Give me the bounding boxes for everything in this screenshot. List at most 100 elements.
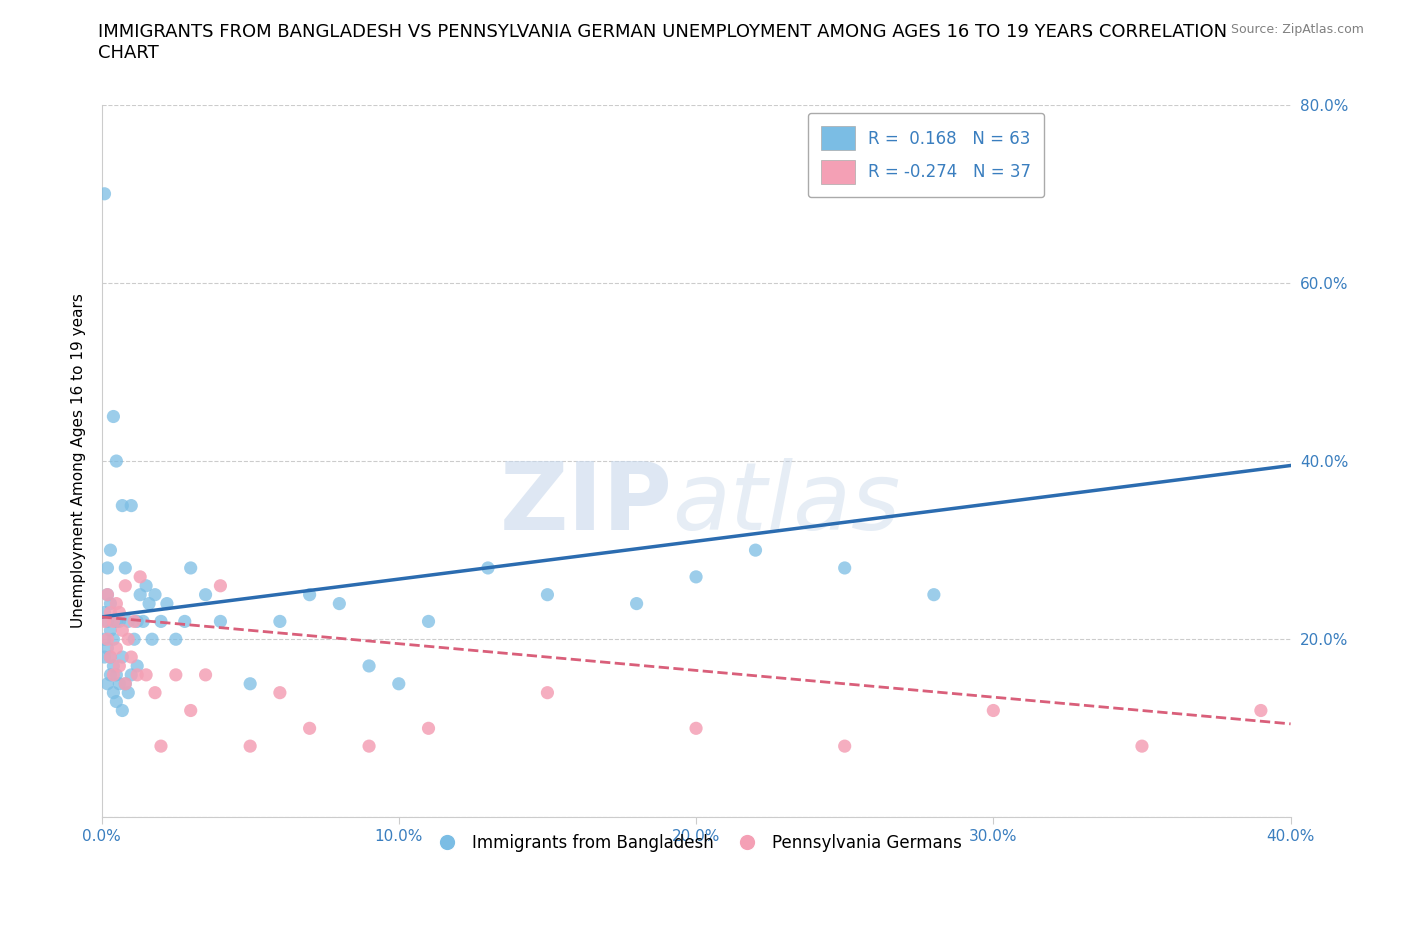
- Point: [105, 596, 128, 611]
- Point: [108, 614, 131, 629]
- Point: [138, 596, 160, 611]
- Point: [834, 738, 856, 753]
- Point: [135, 578, 157, 593]
- Point: [105, 668, 128, 683]
- Point: [114, 676, 136, 691]
- Point: [103, 658, 125, 673]
- Point: [834, 561, 856, 576]
- Point: [111, 650, 134, 665]
- Point: [100, 543, 122, 558]
- Point: [100, 623, 122, 638]
- Point: [173, 614, 195, 629]
- Point: [1130, 738, 1153, 753]
- Point: [111, 498, 134, 513]
- Point: [127, 668, 149, 683]
- Point: [143, 587, 166, 602]
- Point: [298, 721, 321, 736]
- Text: IMMIGRANTS FROM BANGLADESH VS PENNSYLVANIA GERMAN UNEMPLOYMENT AMONG AGES 16 TO : IMMIGRANTS FROM BANGLADESH VS PENNSYLVAN…: [98, 23, 1227, 62]
- Point: [127, 658, 149, 673]
- Point: [122, 614, 145, 629]
- Legend: Immigrants from Bangladesh, Pennsylvania Germans: Immigrants from Bangladesh, Pennsylvania…: [423, 828, 969, 859]
- Point: [100, 650, 122, 665]
- Point: [105, 454, 128, 469]
- Point: [194, 668, 217, 683]
- Point: [357, 738, 380, 753]
- Point: [103, 409, 125, 424]
- Point: [1250, 703, 1272, 718]
- Point: [209, 614, 232, 629]
- Point: [626, 596, 648, 611]
- Point: [418, 721, 440, 736]
- Point: [96, 641, 118, 656]
- Point: [120, 498, 142, 513]
- Point: [96, 561, 118, 576]
- Point: [143, 685, 166, 700]
- Point: [744, 543, 766, 558]
- Point: [103, 685, 125, 700]
- Point: [239, 676, 262, 691]
- Point: [127, 614, 149, 629]
- Point: [96, 676, 118, 691]
- Point: [298, 587, 321, 602]
- Point: [477, 561, 499, 576]
- Point: [96, 631, 118, 646]
- Point: [96, 614, 118, 629]
- Point: [269, 614, 291, 629]
- Point: [103, 668, 125, 683]
- Point: [93, 614, 115, 629]
- Point: [418, 614, 440, 629]
- Point: [922, 587, 945, 602]
- Point: [388, 676, 411, 691]
- Point: [120, 668, 142, 683]
- Point: [111, 623, 134, 638]
- Point: [141, 631, 163, 646]
- Text: ZIP: ZIP: [499, 458, 672, 550]
- Point: [269, 685, 291, 700]
- Point: [180, 561, 202, 576]
- Point: [135, 668, 157, 683]
- Point: [108, 658, 131, 673]
- Point: [93, 631, 115, 646]
- Point: [93, 605, 115, 620]
- Point: [132, 614, 155, 629]
- Text: atlas: atlas: [672, 458, 900, 550]
- Point: [117, 685, 139, 700]
- Point: [114, 561, 136, 576]
- Point: [165, 668, 187, 683]
- Point: [120, 650, 142, 665]
- Point: [103, 614, 125, 629]
- Text: Source: ZipAtlas.com: Source: ZipAtlas.com: [1230, 23, 1364, 36]
- Point: [685, 569, 707, 584]
- Point: [536, 685, 558, 700]
- Point: [685, 721, 707, 736]
- Y-axis label: Unemployment Among Ages 16 to 19 years: Unemployment Among Ages 16 to 19 years: [72, 294, 86, 629]
- Point: [156, 596, 179, 611]
- Point: [122, 631, 145, 646]
- Point: [93, 650, 115, 665]
- Point: [96, 587, 118, 602]
- Point: [100, 650, 122, 665]
- Point: [103, 631, 125, 646]
- Point: [357, 658, 380, 673]
- Point: [165, 631, 187, 646]
- Point: [100, 668, 122, 683]
- Point: [129, 587, 152, 602]
- Point: [105, 694, 128, 709]
- Point: [180, 703, 202, 718]
- Point: [108, 676, 131, 691]
- Point: [981, 703, 1004, 718]
- Point: [536, 587, 558, 602]
- Point: [100, 596, 122, 611]
- Point: [100, 605, 122, 620]
- Point: [105, 641, 128, 656]
- Point: [114, 676, 136, 691]
- Point: [194, 587, 217, 602]
- Point: [108, 605, 131, 620]
- Point: [117, 614, 139, 629]
- Point: [96, 587, 118, 602]
- Point: [105, 614, 128, 629]
- Point: [129, 569, 152, 584]
- Point: [149, 614, 172, 629]
- Point: [239, 738, 262, 753]
- Point: [209, 578, 232, 593]
